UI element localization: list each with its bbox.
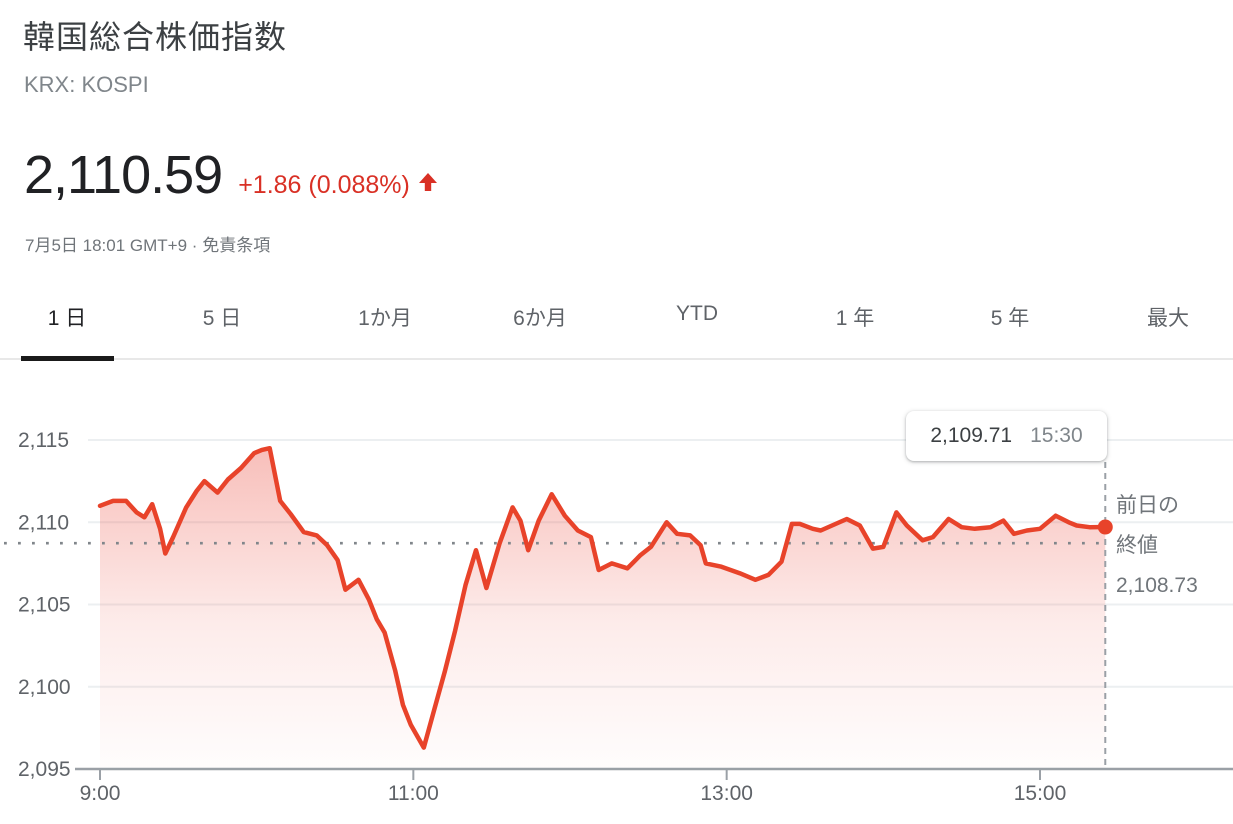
crosshair-tooltip: 2,109.71 15:30 <box>906 411 1107 461</box>
price-line <box>97 445 1108 750</box>
price-line-chart[interactable]: 2,095 2,100 2,105 2,110 2,115 9:00 11:00 13:00 1… <box>0 390 1233 824</box>
separator-dot: · <box>191 236 198 255</box>
tooltip-price: 2,109.71 <box>930 424 1013 447</box>
exchange-symbol: KRX: KOSPI <box>24 72 149 97</box>
disclaimer-link[interactable]: 免責条項 <box>202 236 271 255</box>
y-axis-label: 2,100 <box>18 676 71 699</box>
price-area-fill <box>100 448 1106 769</box>
tab-ytd[interactable]: YTD <box>676 302 718 325</box>
y-axis-label: 2,115 <box>18 429 69 452</box>
price-change: +1.86 (0.088%) <box>238 171 410 199</box>
tab-6m[interactable]: 6か月 <box>513 307 567 330</box>
chart-area: 2,095 2,100 2,105 2,110 2,115 9:00 11:00 13:00 1… <box>0 390 1233 824</box>
quote-meta: 7月5日 18:01 GMT+9 · 免責条項 <box>25 231 270 256</box>
tab-5y[interactable]: 5 年 <box>990 307 1030 330</box>
quote-timestamp: 7月5日 18:01 GMT+9 <box>25 236 188 255</box>
last-price-dot <box>1097 519 1113 535</box>
y-axis-label: 2,105 <box>18 594 71 617</box>
active-tab-underline <box>21 356 114 361</box>
previous-close-text-line1: 前日の <box>1116 494 1179 517</box>
tabs-divider <box>0 358 1233 360</box>
tab-1d[interactable]: 1 日 <box>47 307 87 330</box>
x-axis-label: 9:00 <box>80 782 121 805</box>
previous-close-label: 前日の 終値 2,108.73 <box>1116 486 1198 606</box>
previous-close-text-line2: 終値 <box>1116 534 1158 557</box>
x-axis-label: 13:00 <box>700 782 753 805</box>
current-price: 2,110.59 <box>24 145 223 205</box>
x-axis-label: 11:00 <box>388 782 439 805</box>
tooltip-time: 15:30 <box>1030 424 1083 447</box>
tab-5d[interactable]: 5 日 <box>202 307 242 330</box>
tab-1y[interactable]: 1 年 <box>835 307 875 330</box>
time-range-tabs: 1 日 5 日 1か月 6か月 YTD 1 年 5 年 最大 <box>0 294 1233 362</box>
y-axis-label: 2,110 <box>18 511 69 534</box>
previous-close-value: 2,108.73 <box>1116 574 1198 597</box>
tab-max[interactable]: 最大 <box>1147 307 1189 330</box>
x-axis-label: 15:00 <box>1014 782 1067 805</box>
page-title: 韓国総合株価指数 <box>23 19 288 55</box>
y-axis-label: 2,095 <box>18 758 71 781</box>
up-arrow-icon <box>418 172 438 197</box>
tab-1m[interactable]: 1か月 <box>358 307 412 330</box>
price-row: 2,110.59 +1.86 (0.088%) <box>24 144 438 206</box>
